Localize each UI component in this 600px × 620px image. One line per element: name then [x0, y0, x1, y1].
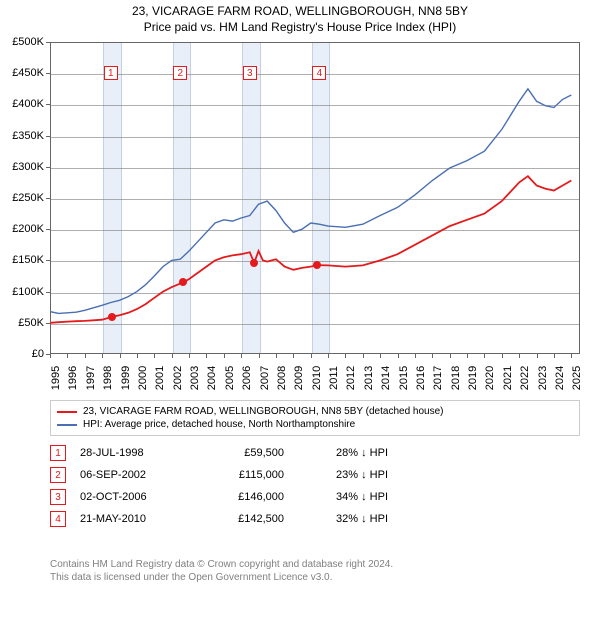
x-tick-label: 2000 [137, 358, 149, 398]
sale-date: 02-OCT-2006 [80, 491, 190, 503]
y-tick-label: £300K [2, 161, 44, 173]
x-tick-label: 1999 [120, 358, 132, 398]
x-tick-label: 2020 [484, 358, 496, 398]
x-tick-label: 1998 [102, 358, 114, 398]
y-tick-label: £0 [2, 348, 44, 360]
x-tick-label: 1997 [85, 358, 97, 398]
x-tick-label: 2010 [311, 358, 323, 398]
sale-number-box: 3 [50, 489, 66, 505]
sale-price: £142,500 [204, 513, 284, 525]
x-tick-label: 2021 [502, 358, 514, 398]
sale-diff: 34% ↓ HPI [298, 491, 388, 503]
sale-price: £115,000 [204, 469, 284, 481]
sales-table: 1 28-JUL-1998 £59,500 28% ↓ HPI 2 06-SEP-2002… [50, 442, 388, 530]
attribution-line: This data is licensed under the Open Gov… [50, 571, 393, 584]
sale-marker-dot [108, 313, 116, 321]
legend-item: HPI: Average price, detached house, Nort… [57, 418, 573, 431]
sale-marker-dot [313, 261, 321, 269]
attribution-line: Contains HM Land Registry data © Crown c… [50, 558, 393, 571]
y-tick-label: £450K [2, 67, 44, 79]
y-tick-label: £350K [2, 130, 44, 142]
sale-price: £146,000 [204, 491, 284, 503]
x-tick-label: 2018 [450, 358, 462, 398]
x-tick-label: 2014 [380, 358, 392, 398]
y-tick-label: £250K [2, 192, 44, 204]
legend-label: 23, VICARAGE FARM ROAD, WELLINGBOROUGH, … [83, 406, 444, 417]
sale-number-box: 4 [50, 511, 66, 527]
x-tick-label: 2015 [398, 358, 410, 398]
legend-item: 23, VICARAGE FARM ROAD, WELLINGBOROUGH, … [57, 405, 573, 418]
hpi-line [50, 89, 571, 314]
sales-row: 3 02-OCT-2006 £146,000 34% ↓ HPI [50, 486, 388, 508]
x-tick-label: 2006 [241, 358, 253, 398]
x-tick-label: 1996 [67, 358, 79, 398]
y-tick-label: £50K [2, 317, 44, 329]
x-tick-label: 1995 [50, 358, 62, 398]
y-tick-label: £500K [2, 36, 44, 48]
legend: 23, VICARAGE FARM ROAD, WELLINGBOROUGH, … [50, 400, 580, 436]
attribution: Contains HM Land Registry data © Crown c… [50, 558, 393, 584]
y-tick-label: £150K [2, 254, 44, 266]
sale-number-box: 2 [50, 467, 66, 483]
chart-subtitle: Price paid vs. HM Land Registry's House … [0, 18, 600, 38]
x-tick-label: 2012 [345, 358, 357, 398]
x-tick-label: 2003 [189, 358, 201, 398]
sale-marker-box: 2 [173, 66, 187, 80]
x-tick-label: 2004 [206, 358, 218, 398]
sale-date: 28-JUL-1998 [80, 447, 190, 459]
sale-marker-dot [179, 278, 187, 286]
chart-lines [50, 42, 580, 354]
y-tick-label: £100K [2, 286, 44, 298]
x-tick-label: 2002 [172, 358, 184, 398]
x-tick-label: 2013 [363, 358, 375, 398]
legend-swatch [57, 411, 77, 413]
sales-row: 1 28-JUL-1998 £59,500 28% ↓ HPI [50, 442, 388, 464]
x-tick-label: 2011 [328, 358, 340, 398]
y-tick-label: £200K [2, 223, 44, 235]
x-tick-label: 2023 [537, 358, 549, 398]
x-tick-label: 2016 [415, 358, 427, 398]
x-tick-label: 2022 [519, 358, 531, 398]
price-paid-line [50, 176, 571, 323]
sale-number-box: 1 [50, 445, 66, 461]
x-tick-label: 2001 [154, 358, 166, 398]
sale-diff: 32% ↓ HPI [298, 513, 388, 525]
x-tick-label: 2008 [276, 358, 288, 398]
legend-label: HPI: Average price, detached house, Nort… [83, 419, 355, 430]
sale-marker-box: 1 [104, 66, 118, 80]
y-tick-label: £400K [2, 98, 44, 110]
x-tick-label: 2024 [554, 358, 566, 398]
sale-date: 06-SEP-2002 [80, 469, 190, 481]
x-tick-label: 2009 [293, 358, 305, 398]
sale-marker-box: 4 [312, 66, 326, 80]
x-tick-label: 2025 [571, 358, 583, 398]
sale-diff: 23% ↓ HPI [298, 469, 388, 481]
sale-diff: 28% ↓ HPI [298, 447, 388, 459]
x-tick-label: 2019 [467, 358, 479, 398]
chart-title: 23, VICARAGE FARM ROAD, WELLINGBOROUGH, … [0, 0, 600, 18]
sales-row: 2 06-SEP-2002 £115,000 23% ↓ HPI [50, 464, 388, 486]
x-tick-label: 2017 [432, 358, 444, 398]
sales-row: 4 21-MAY-2010 £142,500 32% ↓ HPI [50, 508, 388, 530]
sale-marker-box: 3 [243, 66, 257, 80]
x-tick-label: 2005 [224, 358, 236, 398]
sale-price: £59,500 [204, 447, 284, 459]
sale-date: 21-MAY-2010 [80, 513, 190, 525]
legend-swatch [57, 424, 77, 426]
x-tick-label: 2007 [259, 358, 271, 398]
sale-marker-dot [250, 259, 258, 267]
